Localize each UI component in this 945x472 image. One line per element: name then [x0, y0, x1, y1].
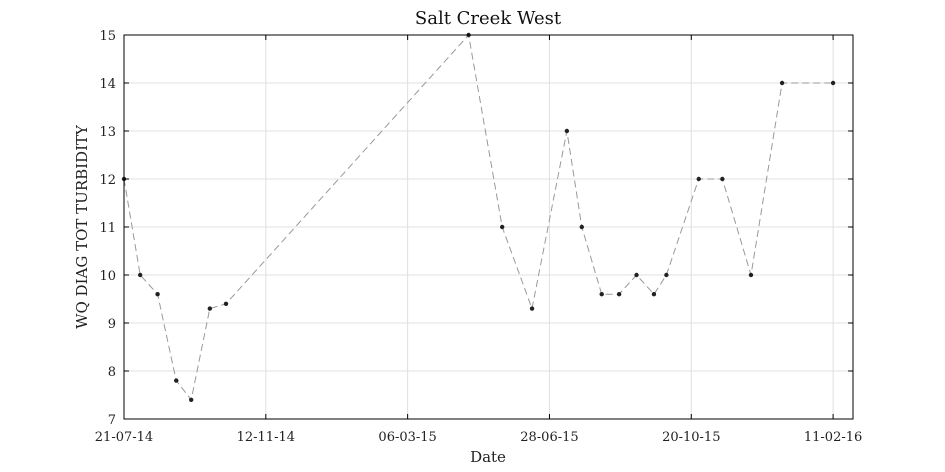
- data-point: [651, 292, 657, 297]
- data-point: [207, 306, 213, 311]
- y-tick-labels: 7 8 9 10 11 12 13 14 15: [99, 29, 116, 428]
- x-tick-label: 11-02-16: [804, 430, 862, 445]
- y-tick-label: 7: [108, 413, 116, 428]
- data-point: [564, 128, 570, 134]
- data-point: [599, 292, 604, 297]
- data-point: [830, 80, 836, 86]
- y-tick-label: 9: [108, 317, 116, 332]
- data-point: [634, 272, 639, 278]
- data-point: [696, 176, 701, 182]
- data-point: [616, 292, 622, 297]
- y-tick-label: 8: [108, 365, 116, 380]
- y-tick-label: 13: [99, 125, 116, 140]
- x-tick-label: 28-06-15: [520, 430, 578, 445]
- data-point: [748, 272, 754, 278]
- data-point: [137, 272, 143, 278]
- chart-title: Salt Creek West: [415, 8, 562, 29]
- x-tick-labels: 21-07-14 12-11-14 06-03-15 28-06-15 20-10-15…: [95, 430, 863, 445]
- y-tick-label: 11: [99, 221, 116, 236]
- data-point: [779, 80, 785, 86]
- y-tick-label: 12: [99, 173, 116, 188]
- x-tick-label: 06-03-15: [378, 430, 436, 445]
- data-point: [579, 224, 585, 230]
- x-tick-label: 20-10-15: [662, 430, 720, 445]
- x-tick-label: 21-07-14: [95, 430, 153, 445]
- data-point: [188, 397, 194, 402]
- data-point: [155, 292, 160, 297]
- y-axis-label: WQ DIAG TOT TURBIDITY: [73, 124, 91, 329]
- data-point: [499, 224, 505, 230]
- y-tick-label: 10: [99, 269, 116, 284]
- data-point: [664, 272, 669, 278]
- data-point: [174, 378, 179, 383]
- data-point: [529, 306, 535, 311]
- x-tick-label: 12-11-14: [237, 430, 295, 445]
- data-point: [223, 301, 229, 306]
- y-tick-label: 14: [99, 77, 116, 92]
- x-axis-label: Date: [470, 448, 506, 466]
- ticks: [123, 34, 853, 420]
- data-point: [720, 176, 725, 182]
- series-line: [123, 33, 834, 401]
- y-tick-label: 15: [99, 29, 116, 44]
